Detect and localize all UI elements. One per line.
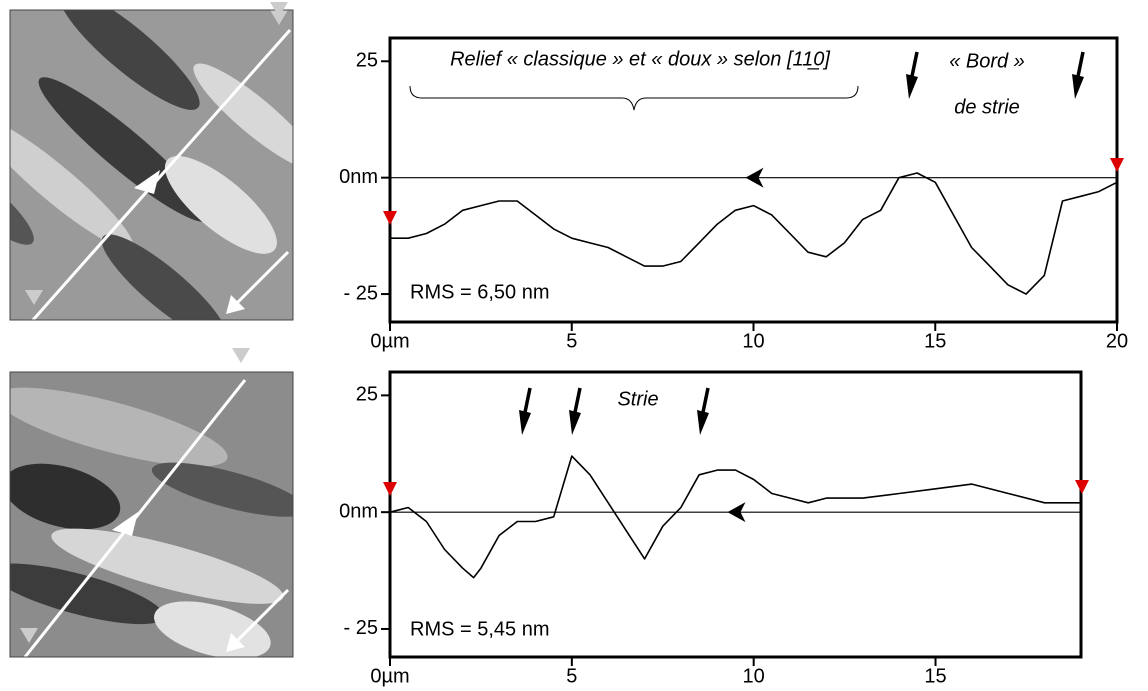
marker [270,2,288,17]
arrow-head [519,410,531,435]
annotation: Relief « classique » et « doux » selon [… [450,48,830,70]
arrow-head [1072,74,1084,99]
x-tick-label: 15 [924,665,946,687]
annotation: de strie [954,96,1020,118]
y-tick-label: 0nm [339,500,378,522]
image-frame [9,371,294,658]
profile-end-marker [1075,480,1089,494]
image-frame [9,9,294,321]
y-tick-label: - 25 [344,617,378,639]
x-tick-label: 10 [743,665,765,687]
plot-frame [388,370,1083,659]
direction-arrow [745,167,764,188]
chart: - 25 0nm 25 0µm 5 10 15 20 Relief « classique » … [339,36,1128,352]
marker [232,348,250,363]
arrow-head [906,74,918,99]
rms-label: RMS = 6,50 nm [410,281,550,303]
arrow-head [697,410,709,435]
profile-end-marker [383,211,397,225]
x-tick-label: 20 [1106,330,1128,352]
y-tick-label: 0nm [339,166,378,188]
x-tick-label: 10 [742,330,764,352]
chart: - 25 0nm 25 0µm 5 10 15 Strie RMS = 5,45 nm [339,370,1089,687]
profile-line [389,455,1081,579]
profile-end-marker [1110,158,1124,172]
annotation: « Bord » [949,50,1025,72]
brace [409,85,859,111]
x-tick-label: 15 [924,330,946,352]
x-tick-label: 0µm [370,330,409,352]
x-tick-label: 5 [566,665,577,687]
profile-line [390,172,1118,295]
annotation: Strie [617,388,658,410]
rms-label: RMS = 5,45 nm [410,618,550,640]
arrow-head [569,410,581,435]
y-tick-label: 25 [356,384,378,406]
y-tick-label: 25 [356,50,378,72]
direction-arrow [727,502,746,523]
profile-end-marker [383,482,397,496]
x-tick-label: 5 [566,330,577,352]
afm-image [10,10,293,320]
y-tick-label: - 25 [344,282,378,304]
x-tick-label: 0µm [370,665,409,687]
afm-image [10,372,293,657]
